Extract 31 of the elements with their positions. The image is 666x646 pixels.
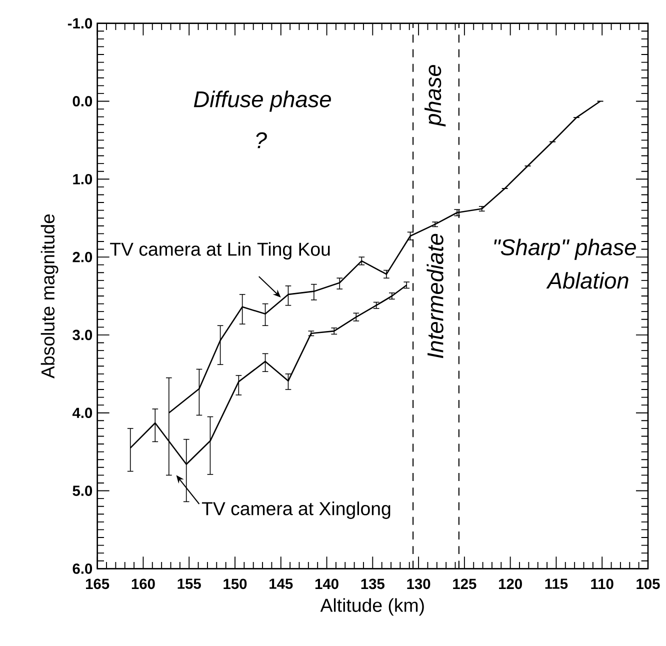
- y-tick-label: 1.0: [73, 174, 92, 184]
- x-tick-label: 125: [453, 578, 476, 590]
- annotation: Intermediate: [426, 234, 444, 358]
- x-tick-label: 155: [178, 578, 201, 589]
- x-tick-label: 135: [361, 578, 384, 590]
- y-tick-label: -1.0: [68, 18, 92, 29]
- annotation: ?: [256, 132, 267, 148]
- y-tick-label: 6.0: [72, 563, 92, 574]
- y-tick-label: 0.0: [72, 96, 92, 106]
- x-tick-label: 105: [636, 578, 660, 590]
- x-tick-label: 145: [270, 578, 293, 589]
- y-tick-label: 3.0: [72, 330, 92, 340]
- x-tick-label: 120: [499, 578, 522, 590]
- x-tick-label: 160: [132, 578, 155, 590]
- y-tick-label: 2.0: [72, 252, 92, 262]
- x-tick-label: 130: [407, 578, 430, 590]
- x-axis-title: Altitude (km): [320, 598, 424, 616]
- annotation: Ablation: [546, 272, 628, 289]
- y-tick-label: 5.0: [72, 486, 92, 496]
- annotation: TV camera at Lin Ting Kou: [110, 242, 330, 260]
- x-tick-label: 150: [224, 578, 247, 590]
- annotation: phase: [424, 64, 446, 126]
- x-tick-label: 140: [315, 578, 338, 590]
- x-tick-label: 165: [86, 578, 110, 590]
- annotation: TV camera at Xinglong: [202, 502, 390, 519]
- y-tick-label: 4.0: [72, 408, 92, 418]
- y-axis-title: Absolute magnitude: [40, 214, 58, 378]
- x-tick-label: 110: [591, 578, 614, 590]
- annotation: Diffuse phase: [194, 90, 331, 112]
- x-tick-label: 115: [545, 578, 568, 589]
- annotation: "Sharp" phase: [494, 238, 636, 260]
